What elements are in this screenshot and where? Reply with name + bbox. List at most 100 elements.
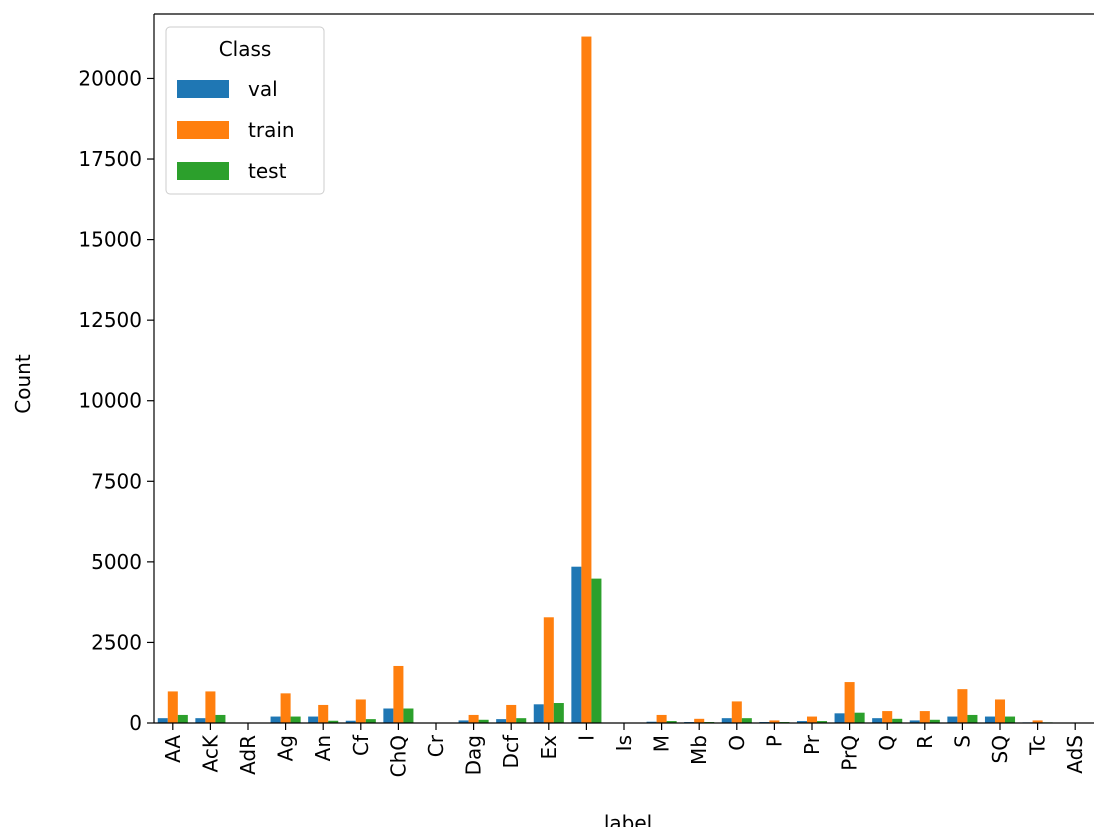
y-tick-label: 5000 [91, 550, 142, 574]
bar-test-q [892, 718, 903, 723]
bar-val-pr [796, 721, 807, 723]
bar-val-r [909, 720, 920, 723]
x-tick-label: Q [875, 735, 899, 751]
bar-train-m [656, 714, 667, 723]
bar-test-cf [365, 719, 376, 723]
bar-train-tc [1032, 720, 1043, 723]
bar-test-sq [1005, 716, 1016, 723]
x-tick-label: Tc [1026, 735, 1050, 756]
x-axis-label: label [604, 811, 652, 827]
bar-val-aa [157, 718, 168, 723]
y-tick-label: 0 [129, 711, 142, 735]
x-tick-label: AdR [236, 735, 260, 775]
bar-test-prq [854, 712, 865, 723]
x-tick-label: Dag [462, 735, 486, 775]
x-tick-label: Cr [424, 734, 448, 757]
bar-train-aa [167, 691, 178, 723]
y-tick-label: 12500 [78, 308, 142, 332]
x-tick-label: Pr [800, 734, 824, 755]
bar-train-s [957, 689, 968, 723]
bar-val-i [571, 566, 582, 723]
y-tick-label: 2500 [91, 630, 142, 654]
bar-train-o [731, 701, 742, 723]
x-tick-label: R [913, 735, 937, 749]
bar-train-ag [280, 693, 291, 723]
bar-train-chq [393, 665, 404, 723]
bar-test-s [967, 714, 978, 723]
axes-layer: 0 2500 5000 7500 10000 12500 15000 17500 20000 AA… [78, 13, 1094, 777]
x-tick-label: I [574, 735, 598, 741]
x-tick-label: Mb [687, 735, 711, 765]
bar-val-cf [345, 720, 356, 723]
bar-train-dag [468, 714, 479, 723]
y-tick-label: 7500 [91, 469, 142, 493]
bar-test-aa [177, 714, 188, 723]
bar-test-o [741, 718, 752, 723]
bar-train-an [318, 704, 329, 723]
bar-test-m [666, 721, 677, 723]
bar-val-sq [984, 716, 995, 723]
bar-train-cf [355, 699, 366, 723]
bar-val-dcf [496, 719, 507, 723]
bar-test-an [328, 720, 339, 723]
x-tick-label: AcK [198, 734, 222, 772]
x-tick-label: PrQ [838, 735, 862, 771]
y-tick-label: 10000 [78, 389, 142, 413]
legend-swatch-val [177, 80, 229, 98]
bar-test-chq [403, 708, 414, 723]
bar-train-dcf [506, 704, 517, 723]
bar-test-ack [215, 714, 226, 723]
x-tick-label: Ex [537, 735, 561, 760]
x-tick-label: Ag [274, 735, 298, 761]
x-tick-label: M [650, 735, 674, 752]
bar-val-dag [458, 720, 469, 723]
bar-train-r [919, 711, 930, 723]
bar-test-i [591, 578, 602, 723]
bar-train-p [769, 720, 780, 723]
bar-val-ag [270, 716, 281, 723]
bar-val-q [872, 718, 883, 723]
x-tick-label: O [725, 735, 749, 751]
bar-train-sq [994, 699, 1006, 723]
bar-val-o [721, 718, 732, 723]
x-tick-label: Is [612, 735, 636, 751]
legend-swatch-train [177, 121, 229, 139]
x-tick-label: S [950, 735, 974, 748]
y-tick-label: 17500 [78, 147, 142, 171]
bar-test-r [929, 719, 940, 723]
bar-val-an [308, 716, 319, 723]
legend-label-val: val [248, 77, 278, 101]
bar-test-ex [553, 703, 564, 723]
bar-test-ag [290, 716, 301, 723]
bar-val-s [947, 716, 958, 723]
bar-train-pr [806, 716, 818, 723]
bar-test-dcf [516, 718, 527, 723]
y-tick-label: 15000 [78, 228, 142, 252]
bars-layer [157, 36, 1053, 724]
bar-val-m [646, 721, 657, 723]
x-tick-label: AA [161, 735, 185, 763]
legend: Class val train test [165, 26, 325, 195]
bar-train-prq [844, 682, 855, 723]
bar-val-prq [834, 713, 845, 723]
bar-val-ack [195, 718, 206, 723]
x-tick-label: AdS [1063, 735, 1087, 774]
bar-train-ack [205, 691, 216, 723]
x-tick-label: P [762, 735, 786, 747]
x-tick-label: Dcf [499, 734, 523, 768]
x-tick-label: SQ [988, 735, 1012, 763]
bar-test-dag [478, 719, 489, 723]
bar-train-mb [694, 718, 705, 723]
bar-val-chq [383, 708, 394, 723]
x-tick-label: An [311, 735, 335, 761]
bar-test-pr [817, 721, 828, 723]
legend-label-train: train [248, 118, 295, 142]
bar-train-i [581, 36, 592, 724]
bar-train-ex [543, 617, 554, 723]
y-tick-label: 20000 [78, 66, 142, 90]
legend-box [165, 26, 325, 195]
legend-swatch-test [177, 162, 229, 180]
x-tick-label: Cf [349, 734, 373, 756]
legend-label-test: test [248, 159, 287, 183]
